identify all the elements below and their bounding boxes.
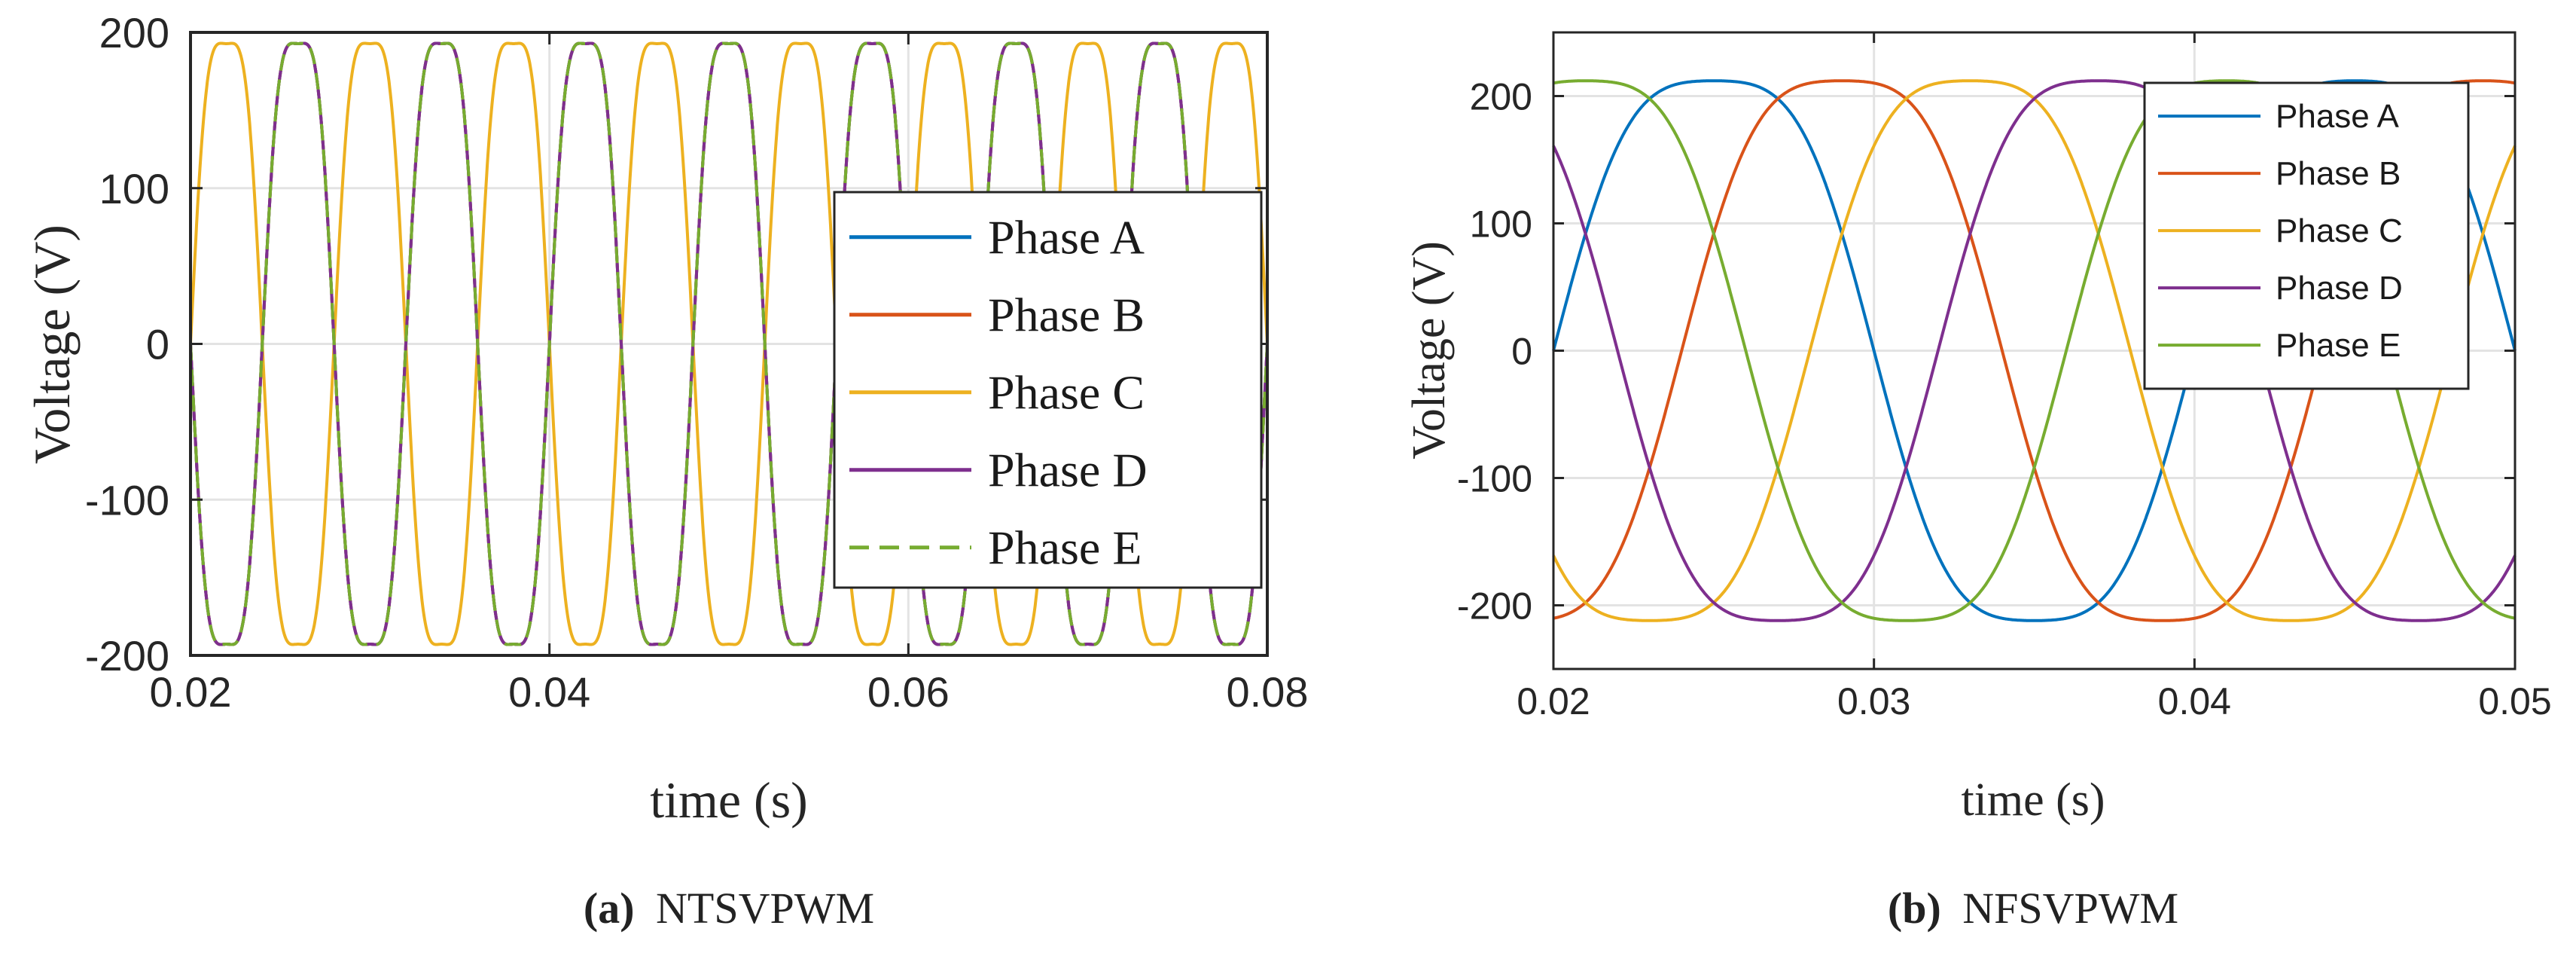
y-tick-label: -100 [85, 476, 169, 524]
chart-b-y-tick-labels: -200 -100 0 100 200 [1457, 76, 1532, 628]
y-tick-label: 100 [99, 165, 169, 212]
x-tick-label: 0.08 [1227, 668, 1309, 716]
legend-label: Phase D [2276, 270, 2403, 307]
chart-b-caption-letter: (b) [1888, 884, 1941, 933]
y-tick-label: -200 [1457, 585, 1532, 628]
chart-a-x-axis-label: time (s) [650, 771, 808, 829]
y-tick-label: 0 [1511, 331, 1532, 373]
legend-label: Phase E [2276, 327, 2401, 364]
chart-a-ticks [189, 31, 1269, 657]
chart-b-caption-text: NFSVPWM [1962, 884, 2178, 933]
legend-label: Phase E [988, 521, 1142, 575]
chart-b: -200 -100 0 100 200 0.02 0.03 0.04 0.05 Voltage… [1404, 31, 2552, 933]
chart-a-caption-letter: (a) [584, 884, 635, 933]
chart-a-legend-box [833, 191, 1263, 589]
x-tick-label: 0.04 [508, 668, 590, 716]
chart-a-y-tick-labels: -200 -100 0 100 200 [85, 9, 169, 680]
x-tick-label: 0.04 [2158, 680, 2231, 722]
chart-a-series [189, 41, 1269, 646]
legend-label: Phase B [988, 289, 1145, 342]
legend-label: Phase B [2276, 155, 2401, 192]
y-tick-label: 200 [1470, 76, 1532, 118]
legend-label: Phase D [988, 444, 1148, 497]
series-line-phase-d [1552, 79, 2517, 622]
x-tick-label: 0.05 [2478, 680, 2551, 722]
x-tick-label: 0.03 [1837, 680, 1910, 722]
chart-a-y-axis-label: Voltage (V) [23, 224, 81, 464]
series-line-phase-a [1552, 79, 2517, 622]
legend-label: Phase C [2276, 212, 2403, 249]
legend-label: Phase A [988, 211, 1145, 264]
chart-b-legend: Phase A Phase B Phase C Phase D Phase E [2143, 81, 2470, 390]
chart-b-legend-box [2143, 81, 2470, 390]
x-tick-label: 0.02 [150, 668, 232, 716]
chart-b-y-axis-label: Voltage (V) [1404, 241, 1455, 460]
y-tick-label: -100 [1457, 458, 1532, 500]
series-line-phase-e [189, 41, 1269, 646]
series-line-phase-c [189, 41, 1269, 646]
chart-b-x-tick-labels: 0.02 0.03 0.04 0.05 [1517, 680, 2551, 722]
chart-b-ticks [1552, 32, 2517, 669]
chart-a-legend: Phase A Phase B Phase C Phase D Phase E [833, 191, 1263, 589]
y-tick-label: 100 [1470, 203, 1532, 246]
chart-b-x-axis-label: time (s) [1961, 774, 2105, 826]
x-tick-label: 0.06 [867, 668, 950, 716]
legend-label: Phase A [2276, 98, 2400, 135]
y-tick-label: 0 [146, 321, 169, 368]
chart-a-x-tick-labels: 0.02 0.04 0.06 0.08 [150, 668, 1309, 716]
y-tick-label: -200 [85, 632, 169, 680]
y-tick-label: 200 [99, 9, 169, 57]
legend-label: Phase C [988, 366, 1145, 420]
chart-a-caption: (a) NTSVPWM [584, 884, 874, 933]
chart-b-caption: (b) NFSVPWM [1888, 884, 2178, 933]
chart-a-caption-text: NTSVPWM [656, 884, 874, 933]
chart-a: -200 -100 0 100 200 0.02 0.04 0.06 0.08 Voltage… [23, 9, 1309, 933]
x-tick-label: 0.02 [1517, 680, 1590, 722]
